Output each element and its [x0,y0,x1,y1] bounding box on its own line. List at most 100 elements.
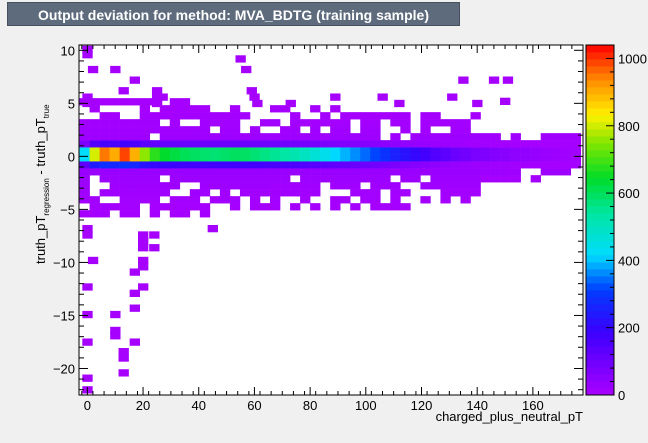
heatmap-cell [390,203,401,211]
heatmap-cell [530,175,541,183]
heatmap-cell [400,203,411,211]
heatmap-cell [79,119,90,127]
heatmap-cell [360,196,371,204]
heatmap-cell [139,112,151,120]
heatmap-cell [149,189,161,197]
heatmap-cell [149,147,161,155]
x-axis-ticks: 0 20 40 60 80 100 120 140 160 [81,45,573,413]
heatmap-cell [89,154,100,162]
heatmap-cell [138,256,149,265]
colorbar-band [586,360,614,368]
heatmap-cell [119,161,130,169]
heatmap-cell [380,112,391,120]
heatmap-cell [157,93,168,101]
heatmap-cell [99,133,110,141]
heatmap-cell [239,112,251,120]
heatmap-cell [270,203,281,211]
heatmap-cell [400,147,411,155]
heatmap-cell [472,99,483,108]
x-tick-label: 120 [411,398,433,413]
heatmap-cell [109,126,120,134]
heatmap-cell [159,133,171,141]
heatmap-cell [350,154,361,162]
heatmap-cell [330,126,341,134]
colorbar-band [586,304,614,312]
heatmap-cell [340,196,351,204]
heatmap-cell [300,189,311,197]
heatmap-cell [129,119,140,127]
heatmap-cell [520,154,531,162]
heatmap-cell [350,189,361,197]
heatmap-cell [440,161,451,169]
heatmap-cell [119,203,130,211]
heatmap-cell [179,210,191,218]
colorbar-tick-label: 800 [618,119,640,134]
heatmap-cell [129,126,140,134]
heatmap-cell [129,154,140,162]
heatmap-cell [239,147,251,155]
heatmap-cell [209,182,221,190]
heatmap-cell [189,154,201,162]
heatmap-cell [370,154,381,162]
heatmap-cell [310,161,321,169]
heatmap-cell [330,196,341,204]
heatmap-cell [460,182,471,190]
heatmap-cell [159,203,171,211]
heatmap-cell [219,182,231,190]
heatmap-cell [490,140,501,148]
heatmap-cell [430,175,441,183]
heatmap-cell [199,175,211,183]
heatmap-cell [249,133,261,141]
heatmap-cell [290,161,301,169]
heatmap-cell [239,133,251,141]
svg-text:truth_pTregression - truth_pTt: truth_pTregression - truth_pTtrue [33,104,51,264]
heatmap-cell [390,112,401,120]
heatmap-cell [99,126,110,134]
heatmap-cell [570,133,582,141]
heatmap-cell [410,147,421,155]
heatmap-cell [280,175,291,183]
heatmap-cell [500,97,511,106]
heatmap-cell [420,133,431,141]
heatmap-cell [109,133,120,141]
heatmap-cell [360,133,371,141]
heatmap-cell [159,154,171,162]
heatmap-cell [179,161,191,169]
heatmap-cell [229,168,241,176]
heatmap-cell [410,161,421,169]
colorbar: 0 200 400 600 800 1000 [585,44,647,403]
heatmap-cell [458,76,469,84]
heatmap-cell [179,203,191,211]
heatmap-cell [99,119,110,127]
heatmap-cell [79,126,90,134]
heatmap-cell [340,119,351,127]
heatmap-cell [400,175,411,183]
heatmap-cell [129,338,140,346]
heatmap-cell [199,189,211,197]
heatmap-cell [430,147,441,155]
heatmap-cell [229,196,241,204]
heatmap-cells [79,45,582,394]
heatmap-cell [550,133,562,141]
heatmap-cell [460,140,471,148]
heatmap-cell [139,119,151,127]
heatmap-cell [300,140,311,148]
colorbar-band [586,129,614,137]
heatmap-cell [89,105,100,113]
heatmap-cell [169,119,181,127]
heatmap-cell [159,161,171,169]
heatmap-cell [310,140,321,148]
colorbar-band [586,346,614,354]
heatmap-cell [189,112,201,120]
heatmap-cell [189,203,201,211]
colorbar-band [586,290,614,298]
heatmap-cell [159,126,171,134]
y-tick-label: 0 [68,149,75,164]
heatmap-cell [330,147,341,155]
heatmap-cell [420,140,431,148]
colorbar-band [586,66,614,74]
heatmap-cell [229,119,241,127]
heatmap-cell [119,133,130,141]
heatmap-cell [450,189,461,197]
heatmap-cell [79,210,90,218]
